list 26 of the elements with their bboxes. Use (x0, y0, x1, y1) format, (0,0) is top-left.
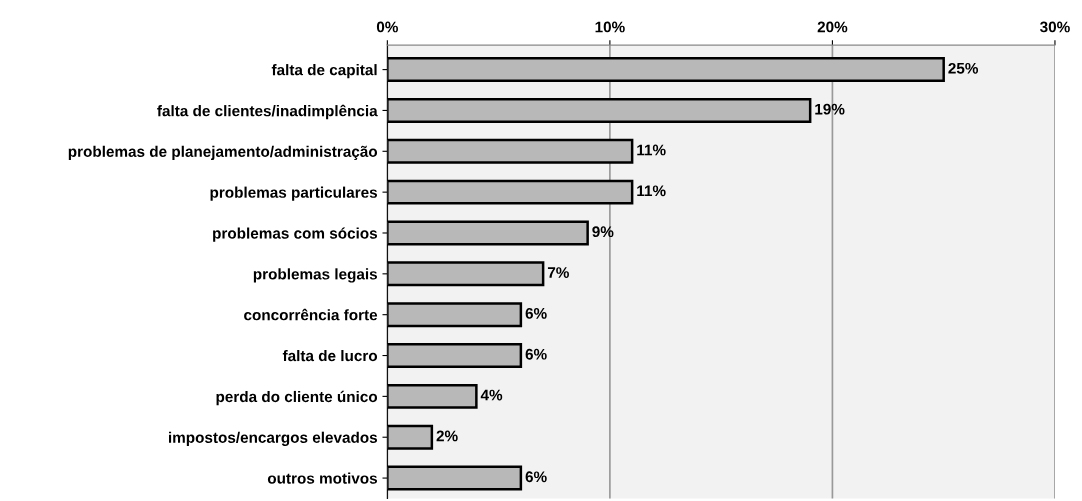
data-label: 6% (525, 307, 547, 319)
data-label: 11% (637, 144, 666, 156)
data-label: 7% (547, 267, 569, 278)
y-tick-label: problemas legais (253, 268, 378, 283)
x-tick-label: 0% (376, 21, 398, 33)
y-tick-label: problemas com sócios (213, 227, 378, 242)
data-label: 19% (815, 103, 845, 115)
y-tick-label: impostos/encargos elevados (169, 431, 378, 446)
x-tick-label: 20% (817, 21, 848, 33)
data-label: 6% (525, 471, 547, 483)
x-tick-label: 30% (1040, 21, 1070, 33)
x-tick-label: 10% (595, 21, 625, 33)
y-tick-label: outros motivos (267, 472, 378, 484)
y-tick-label: falta de capital (271, 64, 377, 79)
data-label: 2% (436, 430, 458, 442)
data-label: 6% (525, 348, 547, 360)
data-label: 4% (480, 389, 503, 401)
y-tick-label: problemas particulares (210, 186, 378, 201)
y-tick-label: concorrência forte (244, 308, 378, 321)
data-label: 11% (637, 185, 666, 197)
y-tick-label: falta de clientes/inadimplência (157, 104, 378, 120)
y-tick-label: problemas de planejamento/administração (68, 145, 378, 160)
y-tick-label: falta de lucro (282, 349, 378, 362)
y-tick-label: perda do cliente único (216, 390, 378, 406)
data-label: 25% (948, 62, 979, 74)
data-label: 9% (592, 226, 614, 238)
